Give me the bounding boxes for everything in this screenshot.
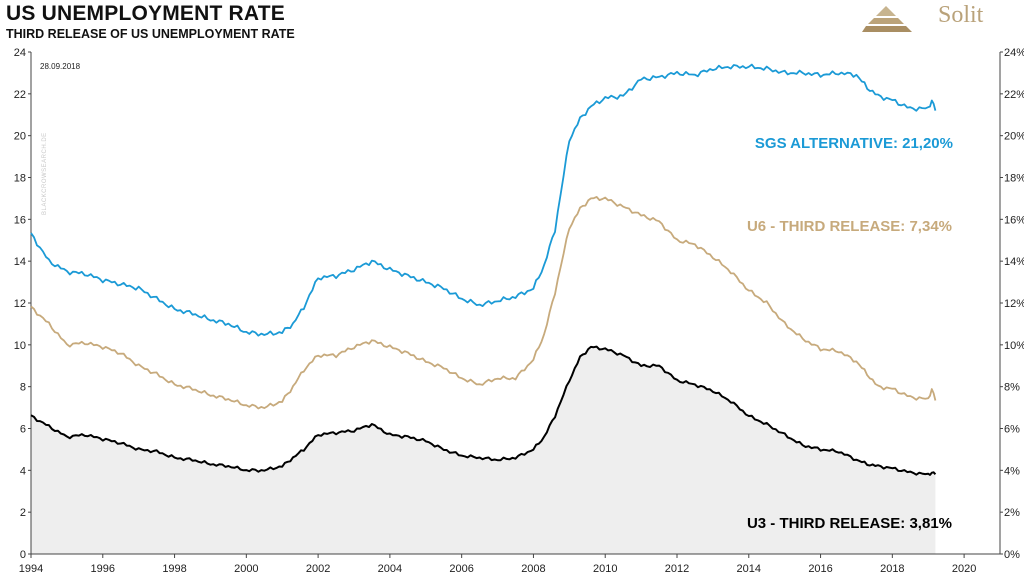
y-tick-label-right: 2%: [1004, 507, 1020, 519]
y-tick-label-right: 16%: [1004, 214, 1024, 226]
y-tick-label-right: 4%: [1004, 465, 1020, 477]
u6-series-line: [30, 196, 937, 410]
y-tick-label-right: 18%: [1004, 173, 1024, 185]
x-tick-label: 2000: [234, 563, 258, 575]
date-stamp: 28.09.2018: [40, 62, 81, 71]
sgs-series-line: [30, 63, 937, 337]
u3-area-fill: [31, 346, 936, 554]
y-tick-label-left: 2: [20, 507, 26, 519]
u6-series-label: U6 - THIRD RELEASE: 7,34%: [747, 218, 952, 235]
x-tick-label: 2002: [306, 563, 330, 575]
watermark: BLACKCROWSEARCH.DE: [42, 132, 48, 215]
y-tick-label-left: 14: [14, 256, 26, 268]
x-tick-label: 2018: [880, 563, 904, 575]
u3-series-label: U3 - THIRD RELEASE: 3,81%: [747, 515, 952, 532]
x-tick-label: 1998: [162, 563, 186, 575]
y-tick-label-right: 24%: [1004, 47, 1024, 59]
x-tick-label: 2016: [808, 563, 832, 575]
x-tick-label: 2014: [737, 563, 761, 575]
x-tick-label: 1996: [91, 563, 115, 575]
y-tick-label-left: 20: [14, 131, 26, 143]
y-tick-label-left: 16: [14, 214, 26, 226]
x-tick-label: 2012: [665, 563, 689, 575]
y-tick-label-left: 6: [20, 424, 26, 436]
axes: [28, 51, 1003, 558]
u3-area-fill-shape: [31, 346, 936, 554]
y-tick-label-left: 8: [20, 382, 26, 394]
y-tick-label-left: 12: [14, 298, 26, 310]
tick-labels: 0 0%2 2%4 4%6 6%8 8%10 10%12 12%14 14%16 16%18 18%…: [14, 47, 1024, 575]
sgs-series-label: SGS ALTERNATIVE: 21,20%: [755, 135, 953, 152]
y-tick-label-right: 10%: [1004, 340, 1024, 352]
solit-logo-icon: [862, 6, 912, 32]
y-tick-label-left: 22: [14, 89, 26, 101]
x-tick-label: 1994: [19, 563, 43, 575]
y-tick-label-left: 0: [20, 549, 26, 561]
y-tick-label-right: 6%: [1004, 424, 1020, 436]
y-tick-label-left: 18: [14, 173, 26, 185]
x-tick-label: 2020: [952, 563, 976, 575]
logo-text: Solit: [938, 2, 984, 28]
chart-subtitle: THIRD RELEASE OF US UNEMPLOYMENT RATE: [6, 27, 295, 41]
y-tick-label-right: 14%: [1004, 256, 1024, 268]
y-tick-label-left: 24: [14, 47, 26, 59]
u3-series-line: [30, 345, 937, 476]
y-tick-label-right: 22%: [1004, 89, 1024, 101]
x-tick-label: 2008: [521, 563, 545, 575]
y-tick-label-right: 20%: [1004, 131, 1024, 143]
series-lines: [30, 63, 937, 476]
y-tick-label-left: 10: [14, 340, 26, 352]
y-tick-label-right: 12%: [1004, 298, 1024, 310]
y-tick-label-left: 4: [20, 465, 26, 477]
y-tick-label-right: 8%: [1004, 382, 1020, 394]
y-tick-label-right: 0%: [1004, 549, 1020, 561]
x-tick-label: 2004: [378, 563, 402, 575]
x-tick-label: 2006: [449, 563, 473, 575]
chart-title: US UNEMPLOYMENT RATE: [6, 2, 285, 25]
x-tick-label: 2010: [593, 563, 617, 575]
